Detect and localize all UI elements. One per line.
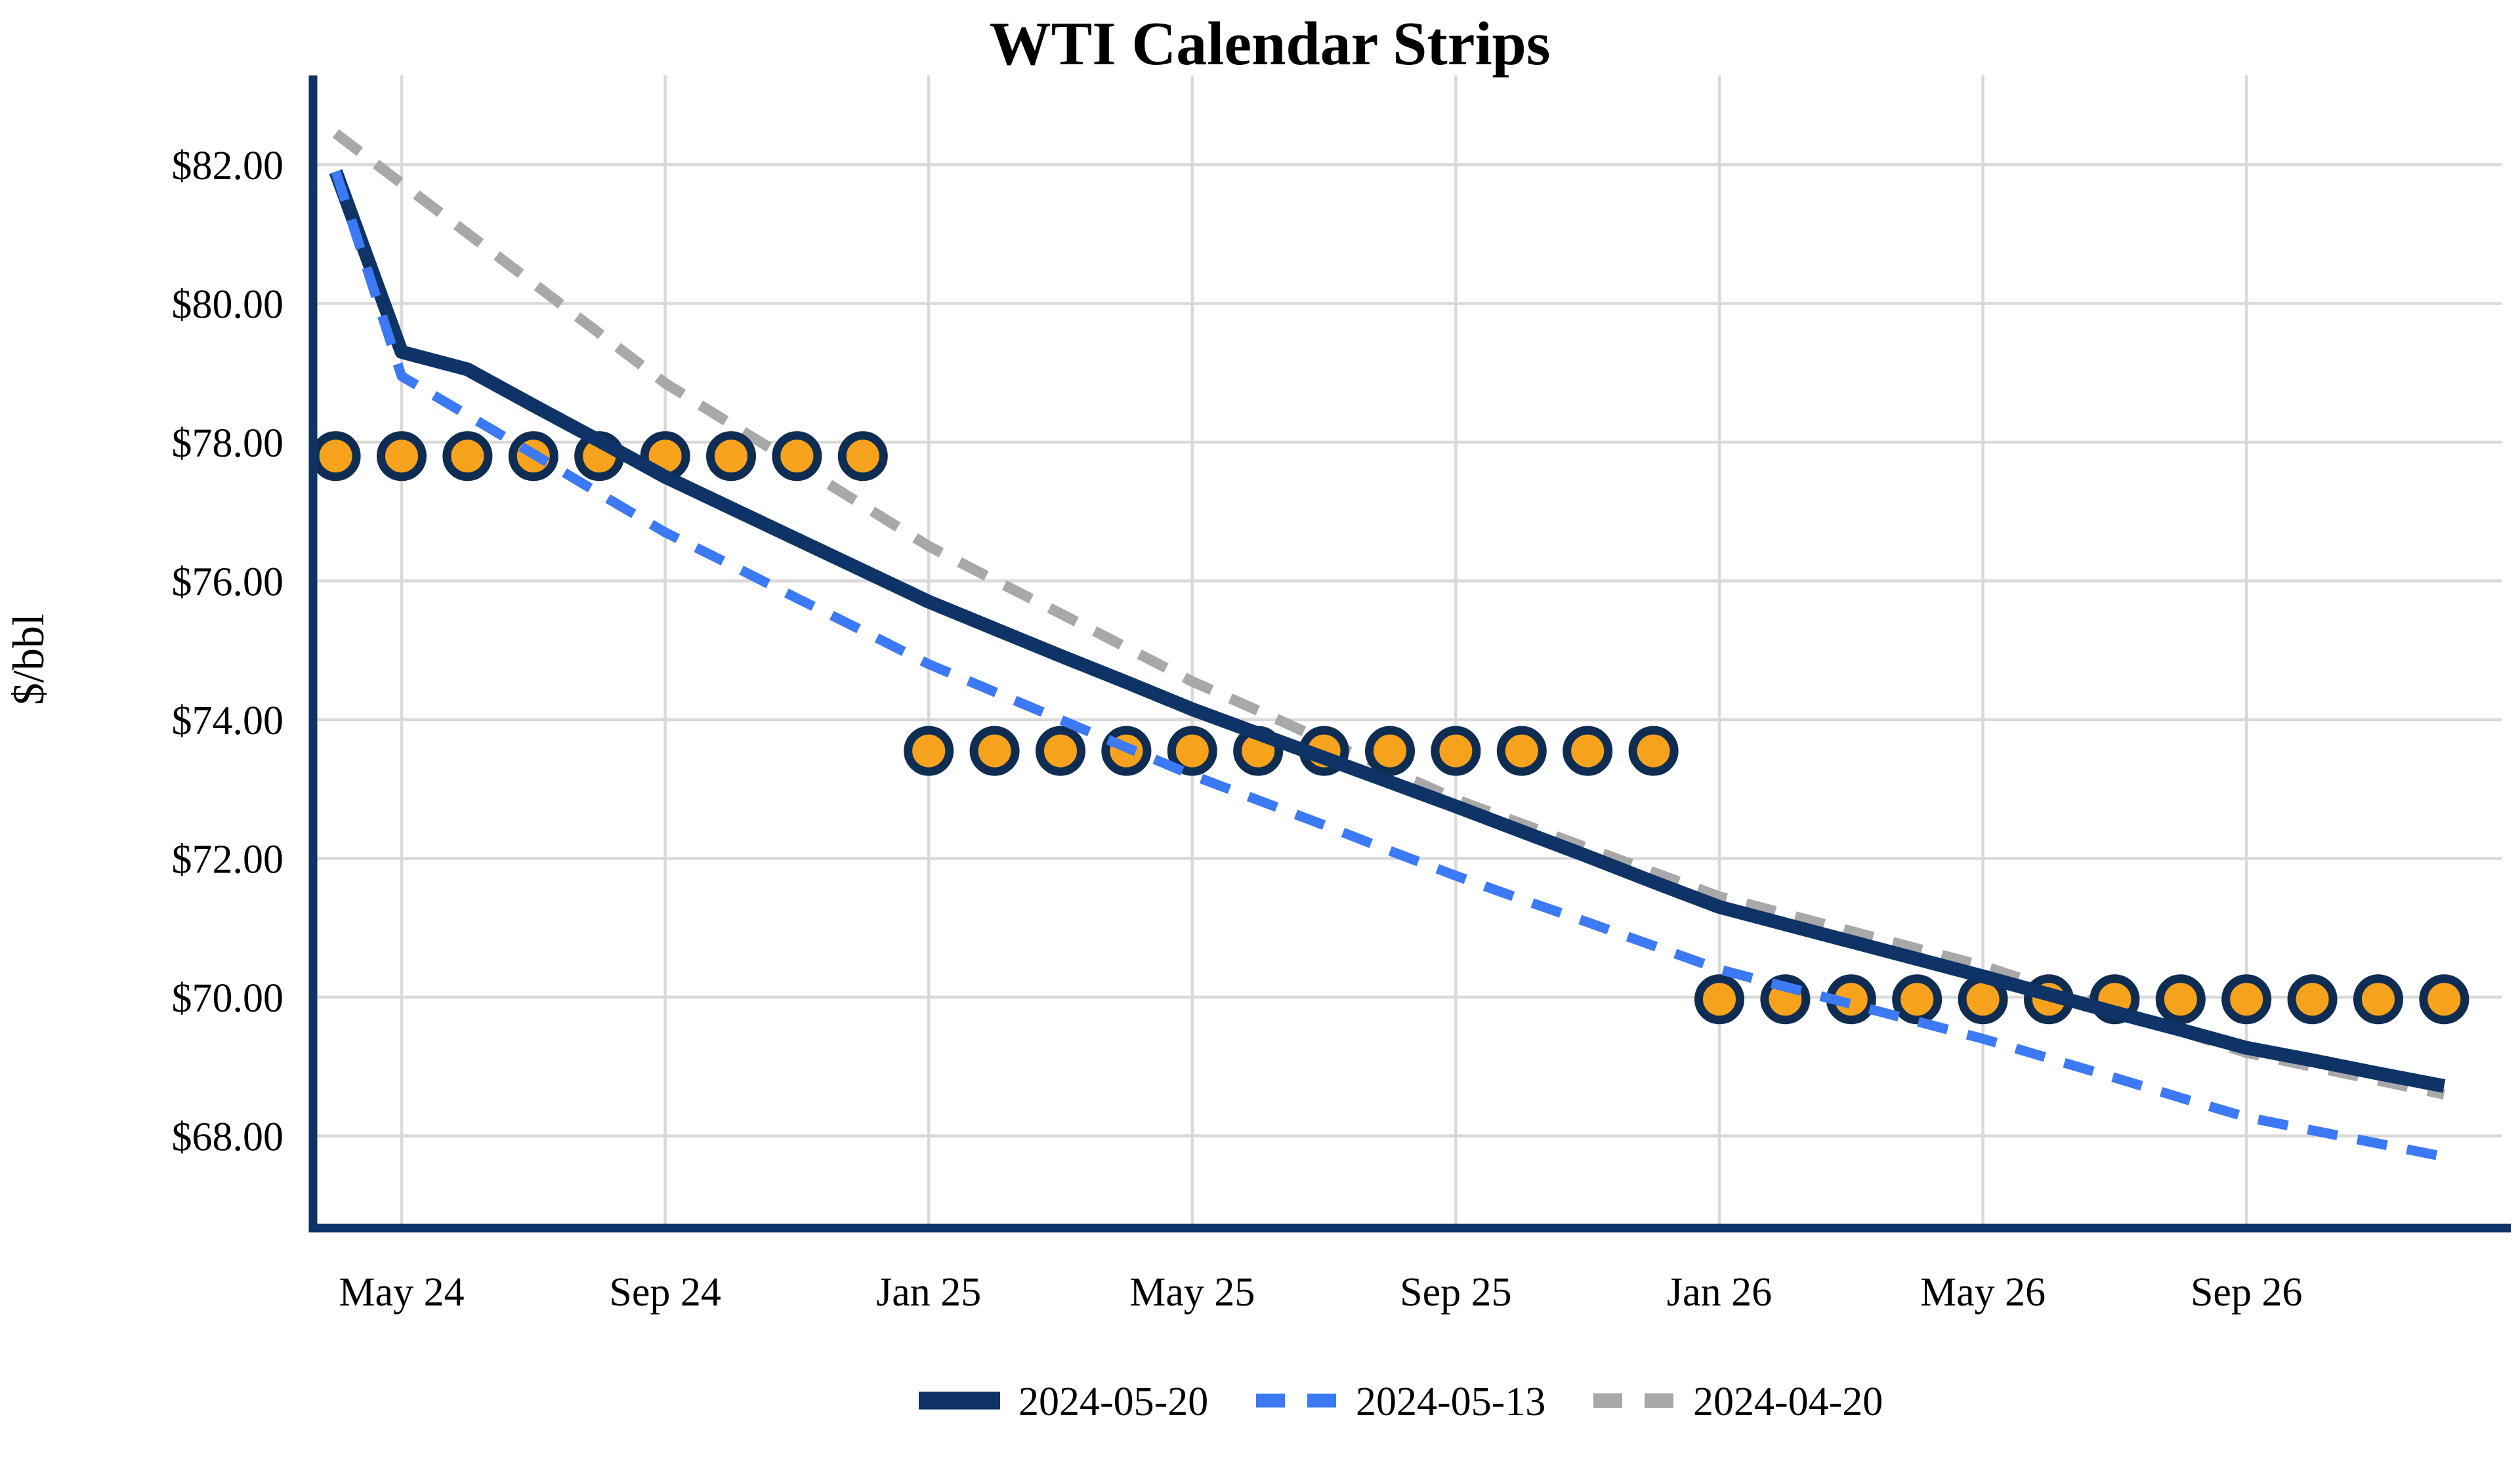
y-tick-label: $70.00: [172, 976, 284, 1021]
strip-marker: [772, 431, 822, 482]
strip-marker: [1036, 726, 1085, 776]
legend-label-2024-04-20: 2024-04-20: [1693, 1380, 1883, 1424]
strip-level-markers: [310, 431, 2469, 1025]
strip-marker: [2419, 974, 2469, 1025]
x-tick-label: Sep 25: [1400, 1270, 1512, 1315]
y-tick-label: $74.00: [172, 699, 284, 743]
vertical-gridlines: [400, 75, 2248, 1224]
x-tick-label: May 24: [339, 1270, 464, 1315]
strip-marker: [2221, 974, 2272, 1025]
chart-title: WTI Calendar Strips: [990, 10, 1551, 78]
x-tick-label: May 26: [1920, 1270, 2046, 1315]
strip-marker: [310, 431, 361, 482]
series-line-2024-05-13: [331, 170, 2445, 1162]
strip-marker: [706, 431, 756, 482]
series-line-2024-05-20: [329, 169, 2446, 1093]
strip-marker: [969, 726, 1020, 776]
series-line-2024-04-20: [332, 129, 2446, 1100]
strip-marker: [2353, 974, 2403, 1025]
strip-marker: [1167, 726, 1217, 776]
x-tick-label: Sep 24: [609, 1270, 721, 1315]
strip-marker: [442, 431, 493, 482]
strip-marker: [1365, 726, 1415, 776]
y-tick-label: $78.00: [172, 421, 284, 466]
y-axis-tick-labels: $82.00 $80.00 $78.00 $76.00 $74.00 $72.00 $70.…: [172, 144, 284, 1160]
strip-marker: [1628, 726, 1679, 776]
series-lines-front: [329, 169, 2446, 1162]
strip-marker: [837, 431, 888, 482]
x-tick-label: Jan 25: [876, 1270, 981, 1315]
y-tick-label: $80.00: [172, 283, 284, 327]
strip-marker: [1496, 726, 1547, 776]
y-tick-label: $68.00: [172, 1115, 284, 1160]
strip-marker: [1694, 974, 1744, 1025]
axes-spines: [308, 75, 2511, 1233]
strip-marker: [1892, 974, 1942, 1025]
x-axis-tick-labels: May 24 Sep 24 Jan 25 May 25 Sep 25 Jan 26 May …: [339, 1270, 2302, 1315]
strip-marker: [2155, 974, 2206, 1025]
legend: 2024-05-20 2024-05-13 2024-04-20: [919, 1380, 1883, 1424]
strip-marker: [1563, 726, 1613, 776]
series-lines-behind: [332, 129, 2446, 1100]
x-tick-label: Jan 26: [1667, 1270, 1772, 1315]
strip-marker: [1431, 726, 1481, 776]
x-tick-label: Sep 26: [2191, 1270, 2303, 1315]
strip-marker: [377, 431, 427, 482]
y-tick-label: $76.00: [172, 560, 284, 605]
y-tick-label: $82.00: [172, 144, 284, 188]
legend-label-2024-05-20: 2024-05-20: [1018, 1380, 1208, 1424]
y-axis-label: $/bbl: [3, 613, 53, 705]
x-tick-label: May 25: [1129, 1270, 1255, 1315]
strip-marker: [2287, 974, 2338, 1025]
strip-marker: [904, 726, 954, 776]
legend-label-2024-05-13: 2024-05-13: [1356, 1380, 1545, 1424]
y-tick-label: $72.00: [172, 838, 284, 882]
